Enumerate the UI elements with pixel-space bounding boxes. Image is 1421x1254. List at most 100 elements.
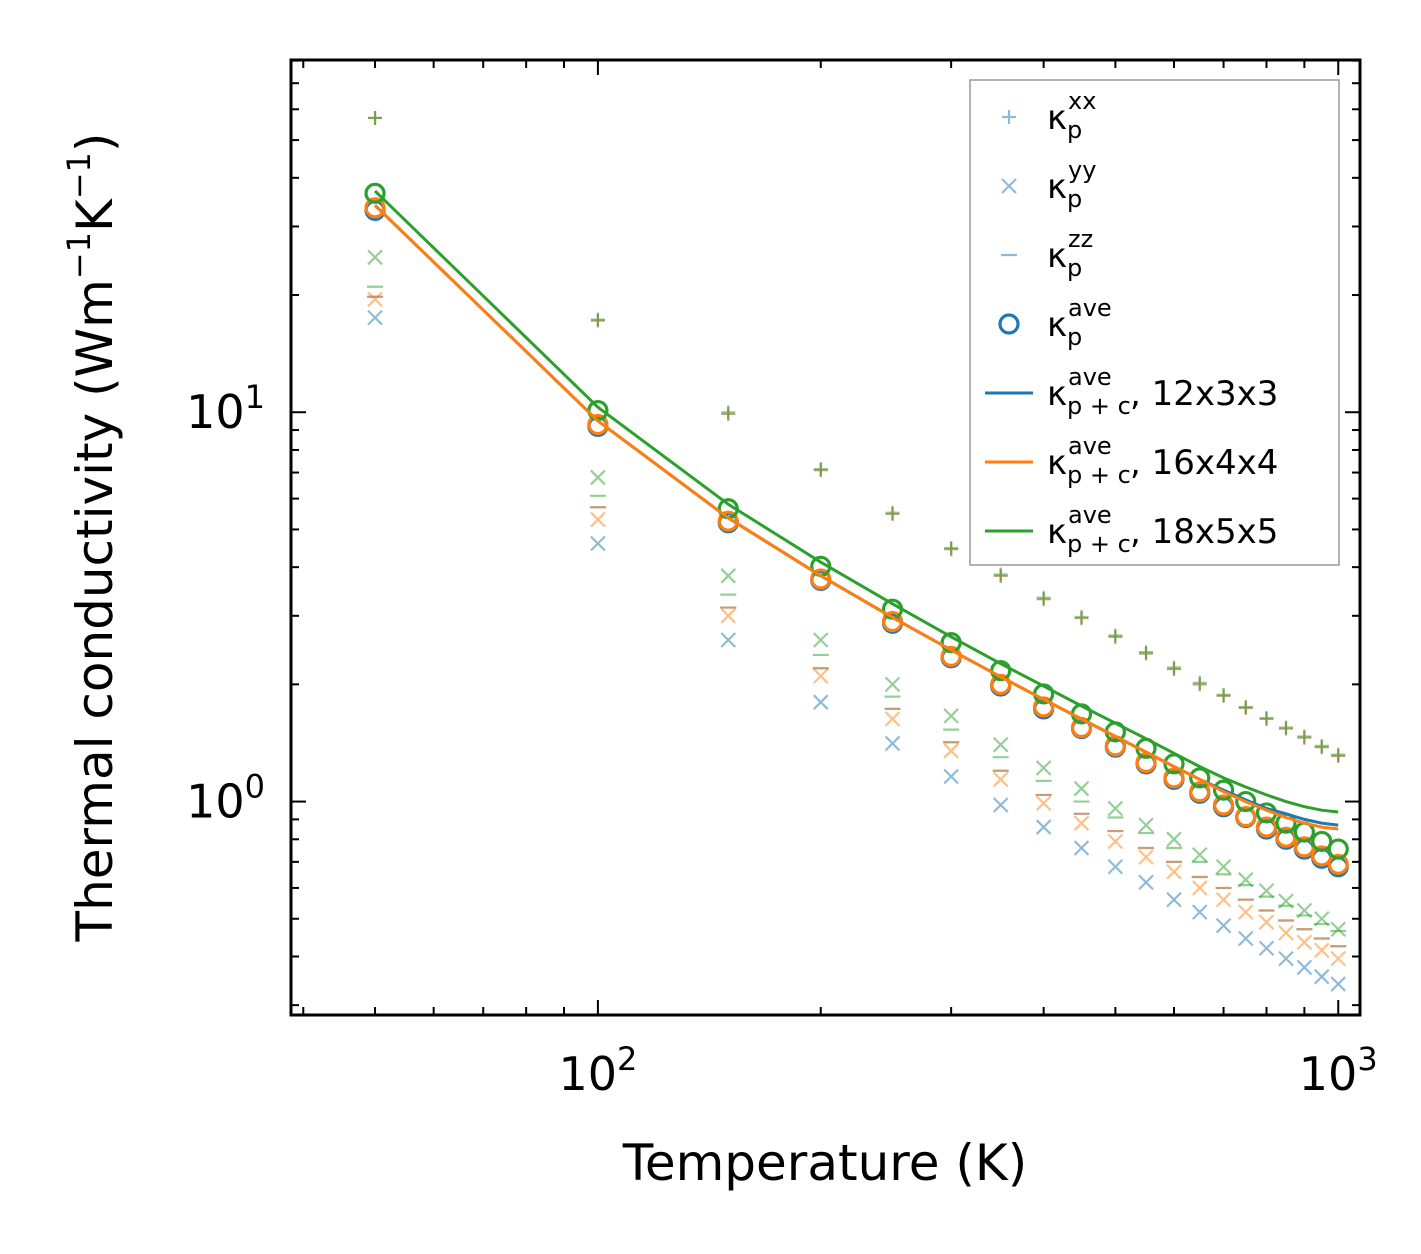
kp_yy-orange-point-400K xyxy=(1035,795,1052,812)
kp_yy-green-point-1000K xyxy=(1330,921,1347,938)
kp_yy-green-point-600K-glyph xyxy=(1166,831,1182,848)
kp_yy-blue-point-550K-glyph xyxy=(1138,874,1154,891)
kp_yy-blue-point-650K-glyph xyxy=(1191,904,1208,920)
kp_yy-blue-point-850K-glyph xyxy=(1278,950,1294,967)
kp_xx-green-point-300K-glyph xyxy=(944,541,959,556)
kp_yy-orange-point-700K xyxy=(1215,891,1232,908)
kp_yy-blue-point-550K xyxy=(1138,874,1154,891)
kp_yy-blue-point-800K-glyph xyxy=(1258,940,1275,957)
kp_xx-green-point-550K-glyph xyxy=(1139,645,1154,660)
kp_yy-blue-point-150K xyxy=(720,632,737,648)
kp_xx-green-point-250K-glyph xyxy=(885,505,900,520)
kp_xx-green-point-1000K-glyph xyxy=(1331,747,1346,762)
kp_ave-green-point-1000K xyxy=(1327,838,1349,860)
legend-entry-1-marker-glyph xyxy=(1001,178,1017,194)
kp_ave-green-point-700K xyxy=(1212,779,1235,801)
kp_yy-green-point-550K xyxy=(1138,817,1154,833)
kp_yy-orange-point-950K-glyph xyxy=(1313,942,1330,959)
kp_yy-blue-point-300K xyxy=(943,768,959,785)
kp_ave-orange-point-650K xyxy=(1189,781,1211,803)
kp_yy-blue-point-250K xyxy=(884,735,901,752)
x-tick-label-1000: 103 xyxy=(1299,1040,1378,1101)
kp_xx-green-point-500K xyxy=(1108,628,1123,643)
kp_ave-orange-point-50K xyxy=(364,197,386,219)
kp_ave-green-point-650K-glyph xyxy=(1189,767,1211,789)
kp_yy-green-point-150K-glyph xyxy=(720,568,737,584)
kp_yy-green-point-600K xyxy=(1166,831,1182,848)
kp_ave-orange-point-200K-glyph xyxy=(810,568,832,590)
kp_yy-green-point-450K xyxy=(1073,780,1090,797)
y-tick-label-1: 100 xyxy=(186,768,265,829)
kp_ave-orange-point-150K-glyph xyxy=(717,510,739,532)
kp_yy-orange-point-650K-glyph xyxy=(1191,880,1208,896)
kp_yy-green-point-100K xyxy=(590,469,606,486)
kp_yy-blue-point-200K xyxy=(812,694,829,710)
kp_yy-green-point-700K xyxy=(1215,858,1232,875)
kp_yy-orange-point-500K-glyph xyxy=(1107,833,1124,850)
kp_yy-orange-point-200K-glyph xyxy=(812,668,829,684)
kp_ave-green-point-50K-glyph xyxy=(364,182,386,204)
legend-entry-2-label: κpzz xyxy=(1047,225,1093,282)
kp_ave-green-point-750K-glyph xyxy=(1235,790,1257,813)
kp_yy-green-point-50K xyxy=(367,249,383,266)
kp_yy-blue-point-650K xyxy=(1191,904,1208,920)
kp_xx-green-point-700K xyxy=(1216,687,1231,702)
kp_yy-orange-point-400K-glyph xyxy=(1035,795,1052,812)
kp_yy-orange-point-500K xyxy=(1107,833,1124,850)
kp_yy-green-point-250K-glyph xyxy=(884,676,901,693)
kp_xx-green-point-100K xyxy=(590,312,605,327)
kp_xx-green-point-850K xyxy=(1278,720,1293,735)
kp_yy-orange-point-600K xyxy=(1166,864,1182,880)
kp_yy-blue-point-1000K-glyph xyxy=(1330,976,1347,992)
legend-entry-1-marker xyxy=(1001,178,1017,194)
kp_yy-blue-point-50K xyxy=(367,309,383,326)
x-axis-label: Temperature (K) xyxy=(622,1134,1027,1192)
kp_ave-green-point-750K xyxy=(1235,790,1257,813)
kp_xx-green-point-400K xyxy=(1036,590,1051,605)
kp_xx-green-point-700K-glyph xyxy=(1216,687,1231,702)
kp_yy-orange-point-450K-glyph xyxy=(1073,815,1090,831)
kp_yy-blue-point-900K xyxy=(1296,959,1313,976)
kp_xx-green-point-800K-glyph xyxy=(1259,710,1274,725)
kp_xx-green-point-350K xyxy=(993,567,1008,582)
axis-ticks xyxy=(291,59,1360,1015)
kp_yy-green-point-50K-glyph xyxy=(367,249,383,266)
kp_ave-orange-point-150K xyxy=(717,510,739,532)
kp_yy-blue-point-350K xyxy=(992,797,1009,813)
kp_ave-orange-point-750K-glyph xyxy=(1235,805,1257,828)
kp_ave-green-point-950K xyxy=(1311,830,1333,853)
kp_ave-orange-point-700K-glyph xyxy=(1212,794,1235,816)
kp_xx-green-point-100K-glyph xyxy=(590,312,605,327)
kpc_ave_18x5x5-line xyxy=(373,189,1339,814)
kp_yy-orange-point-1000K xyxy=(1330,950,1347,967)
kp_yy-green-point-350K xyxy=(992,736,1009,753)
kp_xx-green-point-250K xyxy=(885,505,900,520)
kp_yy-orange-point-700K-glyph xyxy=(1215,891,1232,908)
y-tick-label-10: 101 xyxy=(186,378,265,439)
kp_yy-green-point-100K-glyph xyxy=(590,469,606,486)
kp_yy-green-point-650K-glyph xyxy=(1191,846,1208,863)
kp_yy-orange-point-350K-glyph xyxy=(992,771,1009,788)
kp_yy-orange-point-100K xyxy=(590,511,606,528)
kp_yy-blue-point-150K-glyph xyxy=(720,632,737,648)
kp_xx-green-point-450K xyxy=(1074,609,1089,624)
kp_yy-orange-point-200K xyxy=(812,668,829,684)
kp_yy-blue-point-300K-glyph xyxy=(943,768,959,785)
legend-frame xyxy=(969,79,1340,566)
kp_yy-orange-point-1000K-glyph xyxy=(1330,950,1347,967)
kp_ave-orange-point-1000K-glyph xyxy=(1327,853,1349,875)
kp_ave-orange-point-100K-glyph xyxy=(587,413,609,436)
kp_ave-orange-point-200K xyxy=(810,568,832,590)
legend-entry-3-marker xyxy=(998,313,1020,335)
legend-entry-0-marker-glyph xyxy=(1002,110,1016,124)
kp_yy-blue-point-700K-glyph xyxy=(1215,917,1232,934)
kp_yy-orange-point-150K-glyph xyxy=(720,608,737,624)
legend: κpxx κpyy κpzz κpave κp + cave, 12x3x3 κp + c… xyxy=(969,79,1340,566)
kp_xx-green-point-650K xyxy=(1192,675,1207,690)
kp_yy-green-point-700K-glyph xyxy=(1215,858,1232,875)
kp_yy-orange-point-650K xyxy=(1191,880,1208,896)
kp_yy-orange-point-850K xyxy=(1278,925,1294,941)
legend-entry-4-label: κp + cave, 12x3x3 xyxy=(1047,363,1278,420)
kp_yy-blue-point-500K-glyph xyxy=(1107,858,1124,875)
